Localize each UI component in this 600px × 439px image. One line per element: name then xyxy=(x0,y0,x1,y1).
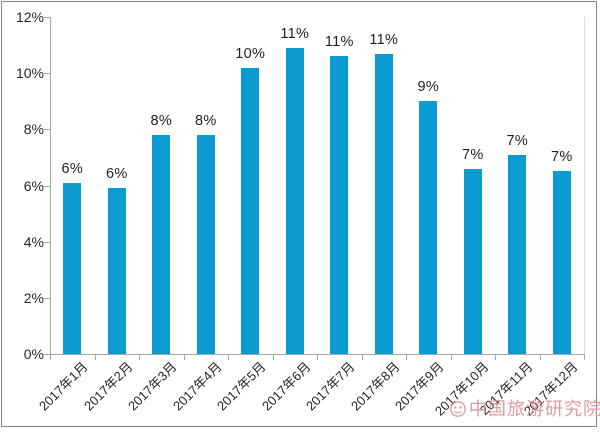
y-tick xyxy=(44,354,50,355)
bar-value-label: 11% xyxy=(280,25,310,42)
y-tick-label: 6% xyxy=(23,177,44,194)
bar xyxy=(374,53,393,354)
x-tick xyxy=(94,354,96,360)
bar xyxy=(330,56,349,354)
y-axis-line xyxy=(50,17,51,355)
bar-value-label: 7% xyxy=(461,146,484,163)
y-tick xyxy=(44,297,50,299)
x-tick xyxy=(584,354,585,360)
y-tick-label: 2% xyxy=(23,289,44,306)
x-tick xyxy=(317,354,318,360)
bar xyxy=(285,47,304,354)
x-tick xyxy=(272,354,274,360)
x-tick xyxy=(361,354,363,360)
x-tick xyxy=(228,354,229,360)
bar-value-label: 8% xyxy=(194,112,217,129)
bar xyxy=(552,171,571,354)
bar xyxy=(419,101,438,354)
bar xyxy=(241,67,260,354)
bar-value-label: 7% xyxy=(506,132,529,149)
bar-value-label: 9% xyxy=(417,79,440,96)
bar xyxy=(152,134,171,354)
y-tick xyxy=(44,185,50,187)
y-tick xyxy=(44,241,50,243)
bar-value-label: 11% xyxy=(324,34,354,51)
x-tick xyxy=(495,354,496,360)
bar-value-label: 7% xyxy=(550,149,573,166)
y-tick-label: 8% xyxy=(23,121,44,138)
bar-value-label: 10% xyxy=(235,45,266,62)
x-tick xyxy=(450,354,452,360)
x-tick xyxy=(139,354,140,360)
bar xyxy=(107,188,126,354)
x-tick xyxy=(406,354,407,360)
bar xyxy=(463,168,482,354)
bar-value-label: 8% xyxy=(150,112,173,129)
plot-area-right-border xyxy=(584,17,585,354)
x-tick xyxy=(50,354,51,360)
bar xyxy=(63,182,82,354)
x-tick xyxy=(539,354,541,360)
y-tick-label: 0% xyxy=(23,346,44,362)
y-tick-label: 10% xyxy=(15,65,44,82)
bar xyxy=(508,154,527,354)
bar-value-label: 6% xyxy=(105,166,128,183)
y-tick xyxy=(44,129,50,131)
y-tick xyxy=(44,73,50,75)
bar-value-label: 6% xyxy=(61,160,84,177)
y-tick xyxy=(44,17,50,18)
y-tick-label: 12% xyxy=(15,9,44,25)
bar-value-label: 11% xyxy=(369,31,399,48)
x-tick xyxy=(183,354,185,360)
bar xyxy=(196,134,215,354)
y-tick-label: 4% xyxy=(23,233,44,250)
